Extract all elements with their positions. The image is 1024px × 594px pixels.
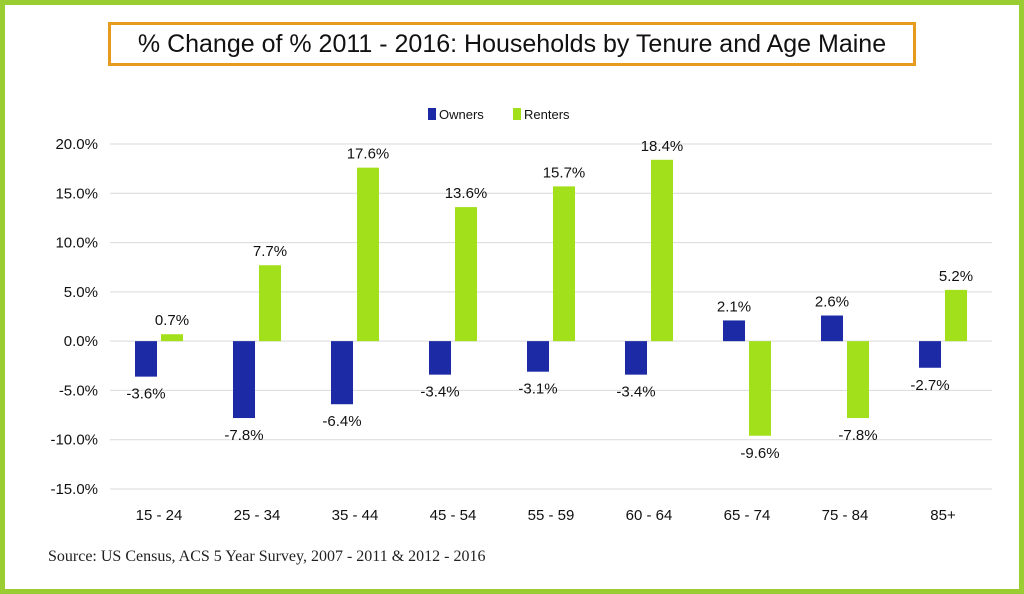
data-label: 7.7%	[253, 243, 287, 260]
x-axis-ticks: 15 - 24 25 - 34 35 - 44 45 - 54 55 - 59 60 - …	[136, 507, 956, 524]
legend-label-owners: Owners	[439, 107, 484, 122]
data-label: 17.6%	[347, 146, 390, 163]
x-tick-label: 35 - 44	[332, 507, 379, 524]
y-tick-label: 0.0%	[64, 333, 98, 350]
legend: Owners Renters	[428, 107, 570, 122]
owners-bar	[135, 341, 157, 377]
y-tick-label: 15.0%	[55, 185, 98, 202]
renters-bar	[651, 159, 673, 342]
renters-bar	[259, 265, 281, 342]
renters-bar	[847, 341, 869, 419]
renters-bar	[161, 334, 183, 342]
x-tick-label: 65 - 74	[724, 507, 771, 524]
data-label: -2.7%	[910, 377, 949, 394]
renters-bar	[945, 289, 967, 342]
data-label: -3.6%	[126, 386, 165, 403]
renters-bar	[357, 167, 379, 342]
x-tick-label: 75 - 84	[822, 507, 869, 524]
gridlines	[110, 143, 992, 490]
owners-bar	[331, 341, 353, 405]
source-note: Source: US Census, ACS 5 Year Survey, 20…	[48, 548, 486, 565]
y-tick-label: 10.0%	[55, 235, 98, 252]
renters-bar	[553, 186, 575, 342]
data-label: -3.4%	[616, 384, 655, 401]
x-tick-label: 60 - 64	[626, 507, 673, 524]
x-tick-label: 45 - 54	[430, 507, 477, 524]
owners-bar	[233, 341, 255, 419]
y-tick-label: -10.0%	[50, 432, 98, 449]
data-label: 5.2%	[939, 268, 973, 285]
y-axis-ticks: -15.0% -10.0% -5.0% 0.0% 5.0% 10.0% 15.0% 20.0%	[50, 136, 98, 498]
owners-bar	[527, 341, 549, 372]
y-tick-label: 5.0%	[64, 284, 98, 301]
y-tick-label: 20.0%	[55, 136, 98, 153]
x-tick-label: 55 - 59	[528, 507, 575, 524]
data-label: -7.8%	[838, 427, 877, 444]
owners-bar	[723, 320, 745, 342]
data-label: 0.7%	[155, 312, 189, 329]
x-tick-label: 85+	[930, 507, 956, 524]
renters-bar	[749, 341, 771, 436]
data-label: 15.7%	[543, 164, 586, 181]
legend-label-renters: Renters	[524, 107, 570, 122]
data-label: -7.8%	[224, 427, 263, 444]
data-label: -3.4%	[420, 384, 459, 401]
data-label: -9.6%	[740, 445, 779, 462]
x-tick-label: 25 - 34	[234, 507, 281, 524]
title-box: % Change of % 2011 - 2016: Households by…	[108, 22, 916, 66]
legend-swatch-owners	[428, 108, 436, 120]
x-tick-label: 15 - 24	[136, 507, 183, 524]
chart-title: % Change of % 2011 - 2016: Households by…	[137, 29, 887, 58]
owners-bar	[821, 315, 843, 342]
owners-bar	[429, 341, 451, 375]
data-labels: -3.6% 0.7% -7.8% 7.7% -6.4% 17.6% -3.4% 13.6% -3…	[126, 138, 973, 462]
bars	[135, 159, 967, 436]
data-label: 18.4%	[641, 138, 684, 155]
owners-bar	[625, 341, 647, 375]
owners-bar	[919, 341, 941, 368]
data-label: 2.1%	[717, 298, 751, 315]
data-label: -6.4%	[322, 413, 361, 430]
y-tick-label: -5.0%	[59, 382, 98, 399]
data-label: 2.6%	[815, 294, 849, 311]
y-tick-label: -15.0%	[50, 481, 98, 498]
legend-swatch-renters	[513, 108, 521, 120]
data-label: -3.1%	[518, 381, 557, 398]
renters-bar	[455, 207, 477, 342]
data-label: 13.6%	[445, 185, 488, 202]
